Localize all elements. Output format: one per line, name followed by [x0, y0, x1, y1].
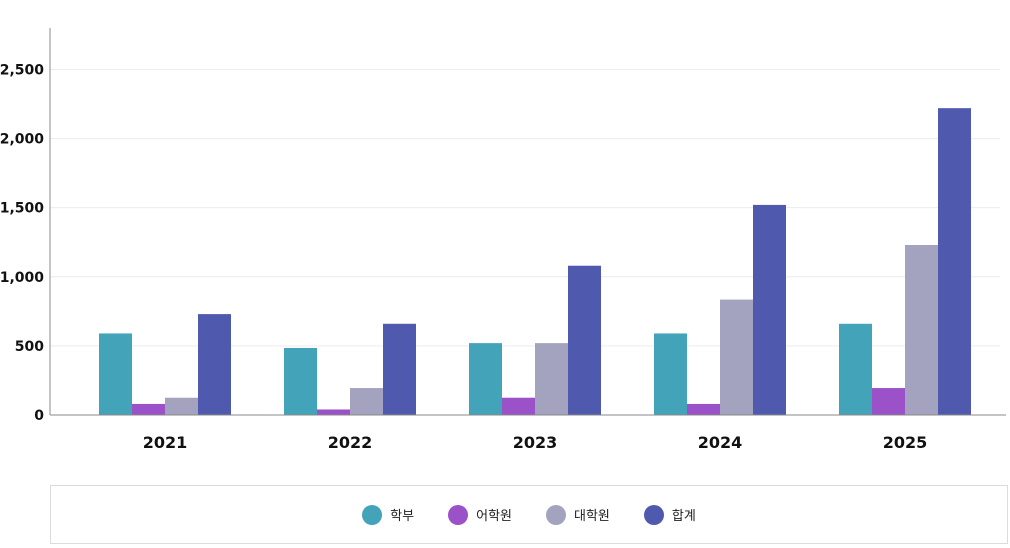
- bar-2024-series-1: [687, 403, 720, 415]
- bar-2022-series-2: [350, 388, 383, 415]
- bar-2023-series-2: [535, 343, 568, 415]
- legend-label: 합계: [671, 509, 696, 524]
- y-tick-label: 2,500: [0, 62, 44, 78]
- legend-item-undergrad[interactable]: 학부: [362, 504, 415, 525]
- y-tick-label: 500: [15, 339, 44, 355]
- bar-2022-series-0: [284, 347, 317, 415]
- bar-2021-series-2: [165, 397, 198, 415]
- x-tick-label: 2022: [328, 433, 373, 452]
- legend: 학부 어학원 대학원 합계: [50, 485, 1008, 544]
- y-tick-label: 0: [34, 408, 44, 424]
- bar-2025-series-3: [938, 108, 971, 416]
- legend-swatch: [643, 504, 664, 525]
- bar-2025-series-0: [839, 323, 872, 415]
- bar-2022-series-1: [317, 409, 350, 415]
- bar-2024-series-0: [654, 333, 687, 415]
- legend-swatch: [546, 504, 566, 525]
- legend-label: 어학원: [476, 509, 512, 524]
- bar-2021-series-1: [132, 403, 165, 415]
- y-tick-label: 1,000: [0, 270, 44, 286]
- y-tick-label: 2,000: [0, 132, 44, 148]
- x-tick-label: 2025: [883, 433, 928, 452]
- bar-2024-series-3: [753, 204, 786, 415]
- legend-swatch: [448, 504, 469, 525]
- legend-item-language-institute[interactable]: 어학원: [448, 504, 512, 525]
- bar-2023-series-1: [502, 397, 535, 415]
- legend-label: 대학원: [574, 509, 610, 524]
- legend-swatch: [362, 504, 383, 525]
- y-axis-ticks: 0 500 1,000 1,500 2,000 2,500: [0, 62, 44, 424]
- y-tick-label: 1,500: [0, 201, 44, 217]
- legend-label: 학부: [390, 509, 415, 524]
- bar-2022-series-3: [383, 323, 416, 415]
- legend-item-total[interactable]: 합계: [643, 504, 696, 525]
- legend-item-graduate[interactable]: 대학원: [546, 504, 610, 525]
- bar-2023-series-3: [568, 265, 601, 415]
- bar-2024-series-2: [720, 299, 753, 415]
- bar-2025-series-1: [872, 388, 905, 415]
- gridlines: [50, 68, 1000, 347]
- x-axis-ticks: 2021 2022 2023 2024 2025: [143, 433, 928, 452]
- bar-2025-series-2: [905, 244, 938, 415]
- bar-2021-series-0: [99, 333, 132, 415]
- x-tick-label: 2021: [143, 433, 188, 452]
- bar-2021-series-3: [198, 314, 231, 415]
- x-tick-label: 2023: [513, 433, 558, 452]
- bars: [99, 108, 971, 416]
- bar-2023-series-0: [469, 343, 502, 415]
- x-tick-label: 2024: [698, 433, 743, 452]
